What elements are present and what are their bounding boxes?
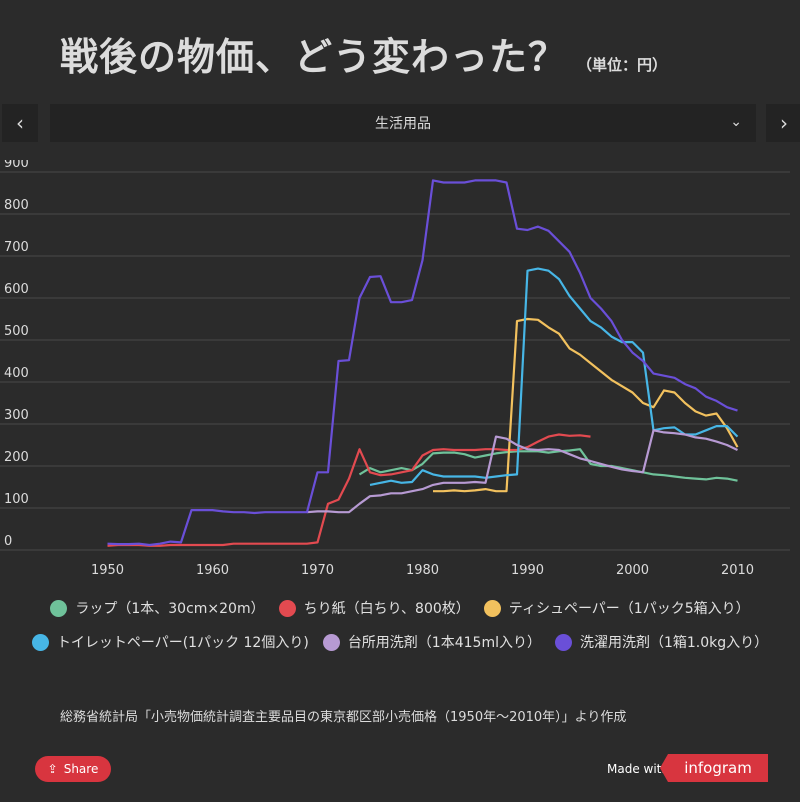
y-tick-label-200: 200: [4, 450, 29, 465]
legend-item[interactable]: トイレットペーパー(1パック 12個入り): [31, 632, 309, 652]
source-note: 総務省統計局「小売物価統計調査主要品目の東京都区部小売価格（1950年〜2010…: [60, 710, 627, 725]
legend-item[interactable]: ちり紙（白ちり、800枚）: [278, 598, 470, 618]
series-line-4: [306, 429, 738, 514]
legend-label: ティシュペーパー（1パック5箱入り）: [508, 601, 750, 617]
grid-layer: [0, 171, 790, 551]
series-line-0: [358, 448, 738, 482]
y-tick-label-100: 100: [4, 492, 29, 507]
series-line-3: [369, 267, 739, 486]
next-category-button[interactable]: ›: [766, 104, 800, 142]
x-tick-label-1980: 1980: [406, 563, 439, 578]
legend-item[interactable]: 洗濯用洗剤（1箱1.0kg入り）: [554, 632, 769, 652]
title-row: 戦後の物価、どう変わった？ （単位：円）: [60, 26, 667, 81]
legend-row: ラップ（1本、30cm×20m） ちり紙（白ちり、800枚） ティシュペーパー（1パ…: [0, 598, 800, 618]
category-dropdown[interactable]: 生活用品 ⌄: [50, 104, 756, 142]
unit-label: （単位：円）: [577, 56, 668, 74]
y-tick-label-700: 700: [4, 240, 29, 255]
axis-layer: 0 100 200 300 400 500 600 700 800 900 1950 1960 1970…: [4, 160, 754, 578]
previous-category-button[interactable]: ‹: [2, 104, 38, 142]
y-tick-label-0: 0: [4, 534, 12, 549]
category-selector-bar: ‹ 生活用品 ⌄ ›: [0, 100, 800, 146]
legend-label: 洗濯用洗剤（1箱1.0kg入り）: [579, 635, 769, 651]
legend-item[interactable]: 台所用洗剤（1本415ml入り）: [322, 632, 541, 652]
made-with-label: Made with: [607, 762, 669, 776]
y-tick-label-900: 900: [4, 160, 29, 171]
legend-item[interactable]: ラップ（1本、30cm×20m）: [50, 598, 265, 618]
chart-legend: ラップ（1本、30cm×20m） ちり紙（白ちり、800枚） ティシュペーパー（1パ…: [0, 598, 800, 666]
chevron-left-icon: ‹: [16, 111, 24, 135]
x-tick-label-2000: 2000: [616, 563, 649, 578]
x-tick-label-1970: 1970: [301, 563, 334, 578]
share-label: Share: [63, 762, 99, 776]
y-tick-label-400: 400: [4, 366, 29, 381]
series-line-5: [107, 179, 738, 547]
legend-swatch-icon: [483, 599, 501, 617]
legend-label: ちり紙（白ちり、800枚）: [303, 601, 470, 617]
series-line-2: [433, 317, 739, 493]
legend-label: 台所用洗剤（1本415ml入り）: [347, 635, 541, 651]
category-dropdown-value: 生活用品: [375, 116, 431, 132]
legend-swatch-icon: [50, 599, 68, 617]
page-title: 戦後の物価、どう変わった？: [60, 35, 568, 79]
x-tick-label-1960: 1960: [196, 563, 229, 578]
x-tick-label-2010: 2010: [721, 563, 754, 578]
y-tick-label-600: 600: [4, 282, 29, 297]
infogram-logo[interactable]: infogram: [660, 754, 768, 782]
y-tick-label-500: 500: [4, 324, 29, 339]
chevron-down-icon: ⌄: [730, 114, 742, 130]
legend-label: ラップ（1本、30cm×20m）: [75, 601, 265, 617]
x-tick-label-1990: 1990: [511, 563, 544, 578]
legend-swatch-icon: [554, 633, 572, 651]
series-layer: [107, 179, 739, 547]
legend-swatch-icon: [278, 599, 296, 617]
legend-label: トイレットペーパー(1パック 12個入り): [56, 635, 309, 651]
chevron-right-icon: ›: [780, 111, 788, 135]
legend-swatch-icon: [322, 633, 340, 651]
legend-swatch-icon: [31, 633, 49, 651]
share-icon: ⇪: [47, 762, 58, 776]
y-tick-label-800: 800: [4, 198, 29, 213]
x-tick-label-1950: 1950: [91, 563, 124, 578]
legend-item[interactable]: ティシュペーパー（1パック5箱入り）: [483, 598, 750, 618]
share-button[interactable]: ⇪ Share: [35, 756, 111, 782]
y-tick-label-300: 300: [4, 408, 29, 423]
legend-row: トイレットペーパー(1パック 12個入り) 台所用洗剤（1本415ml入り） 洗濯用…: [0, 632, 800, 652]
line-chart: 0 100 200 300 400 500 600 700 800 900 1950 1960 1970…: [0, 160, 790, 578]
